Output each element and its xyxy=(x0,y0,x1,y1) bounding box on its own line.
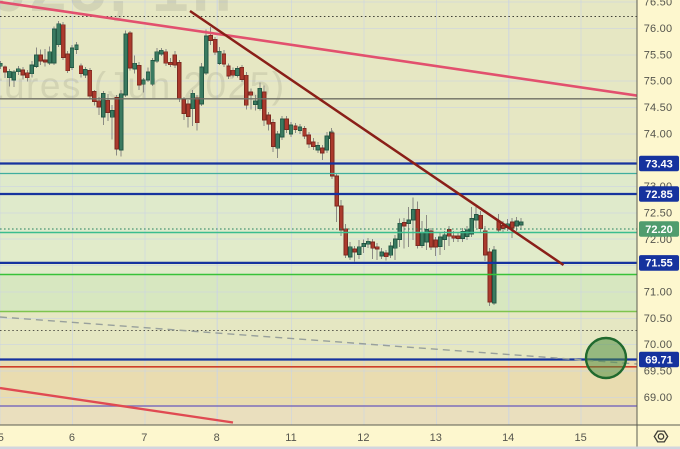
svg-text:12: 12 xyxy=(357,432,369,444)
svg-text:5: 5 xyxy=(0,432,4,444)
svg-text:69.50: 69.50 xyxy=(644,366,673,378)
svg-text:11: 11 xyxy=(285,432,296,444)
svg-text:76.50: 76.50 xyxy=(644,0,673,9)
svg-text:75.00: 75.00 xyxy=(644,76,673,88)
svg-text:74.50: 74.50 xyxy=(644,102,673,114)
svg-text:69.71: 69.71 xyxy=(645,354,673,366)
svg-text:6: 6 xyxy=(69,432,75,444)
svg-text:75.50: 75.50 xyxy=(644,49,673,61)
svg-text:14: 14 xyxy=(502,432,514,444)
svg-text:8: 8 xyxy=(214,432,220,444)
svg-text:70.50: 70.50 xyxy=(644,313,673,325)
svg-text:72.20: 72.20 xyxy=(645,224,673,236)
svg-text:69.00: 69.00 xyxy=(644,392,673,404)
svg-text:71.00: 71.00 xyxy=(644,287,673,299)
svg-text:025, 1h: 025, 1h xyxy=(0,0,235,25)
svg-text:73.43: 73.43 xyxy=(645,158,673,170)
svg-text:72.85: 72.85 xyxy=(645,189,673,201)
svg-text:72.50: 72.50 xyxy=(644,208,673,220)
svg-text:15: 15 xyxy=(574,432,586,444)
svg-text:70.00: 70.00 xyxy=(644,339,673,351)
svg-text:74.00: 74.00 xyxy=(644,128,673,140)
svg-text:7: 7 xyxy=(141,432,147,444)
svg-text:13: 13 xyxy=(430,432,442,444)
svg-text:76.00: 76.00 xyxy=(644,23,673,35)
svg-text:71.55: 71.55 xyxy=(645,258,673,270)
